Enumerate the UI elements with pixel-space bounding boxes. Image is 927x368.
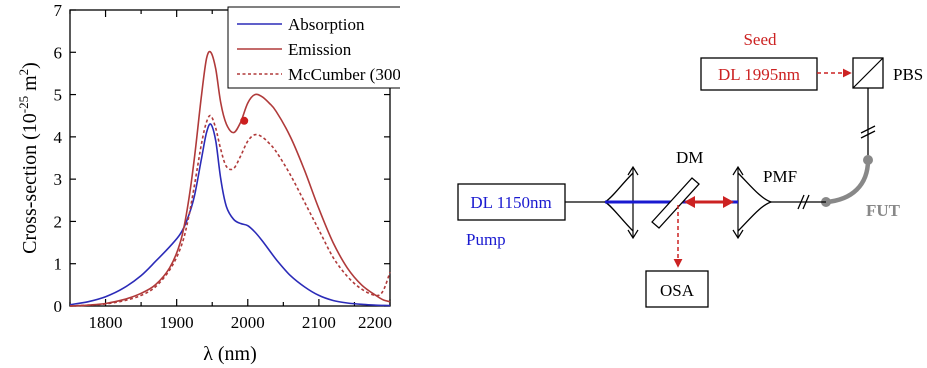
osa-label: OSA bbox=[660, 281, 695, 300]
fut-fiber bbox=[825, 159, 871, 205]
legend-label-0: Absorption bbox=[288, 15, 365, 34]
dm-label: DM bbox=[676, 148, 703, 167]
pbs-label: PBS bbox=[893, 65, 923, 84]
y-tick-label-7: 7 bbox=[54, 1, 63, 20]
experimental-setup-diagram: Seed DL 1995nm PBS FUT PMF DL 1150nm Pum… bbox=[457, 30, 923, 308]
y-tick-label-0: 0 bbox=[54, 297, 63, 316]
y-tick-label-3: 3 bbox=[54, 170, 63, 189]
dichroic-mirror bbox=[651, 177, 700, 229]
pump-laser-box bbox=[457, 183, 566, 221]
right-lens-arrow-top bbox=[732, 165, 744, 176]
series-line-absorption bbox=[69, 123, 391, 307]
y-axis-label-unit: m bbox=[19, 75, 41, 96]
y-tick-label-1: 1 bbox=[54, 255, 63, 274]
y-axis-label-close: ) bbox=[19, 62, 41, 69]
right-lens-arrow-bottom bbox=[732, 229, 744, 240]
y-tick-label-2: 2 bbox=[54, 212, 63, 231]
y-axis-label-main: Cross-section (10 bbox=[19, 113, 41, 254]
legend: Absorption Emission McCumber (300K) bbox=[227, 6, 400, 89]
series-line-mccumber-300k bbox=[69, 114, 391, 307]
y-tick-label-6: 6 bbox=[54, 43, 63, 62]
x-tick-label-1800: 1800 bbox=[89, 313, 123, 332]
legend-label-1: Emission bbox=[288, 40, 352, 59]
fut-label: FUT bbox=[866, 201, 901, 220]
y-axis-label: Cross-section (10-25 m2) bbox=[16, 62, 41, 254]
seed-laser-box bbox=[700, 57, 818, 91]
y-tick-label-5: 5 bbox=[54, 86, 63, 105]
pump-label: Pump bbox=[466, 230, 506, 249]
series-line-emission bbox=[69, 50, 391, 307]
legend-label-2: McCumber (300K) bbox=[288, 65, 400, 84]
left-lens-arrow-top bbox=[627, 165, 639, 176]
pmf-label: PMF bbox=[763, 167, 797, 186]
signal-arrowhead-right bbox=[723, 196, 734, 208]
y-axis-label-unit-exp: 2 bbox=[16, 69, 31, 76]
signal-arrowhead-left bbox=[684, 196, 695, 208]
cross-section-chart: 0 1 2 3 4 5 6 7 1800 1900 2000 2100 2200 Cross-sect… bbox=[16, 1, 400, 365]
x-axis-label: λ (nm) bbox=[203, 343, 257, 365]
legend-box bbox=[227, 6, 400, 89]
pump-laser-label: DL 1150nm bbox=[470, 193, 551, 212]
seed-label: Seed bbox=[743, 30, 777, 49]
left-lens-arrow-bottom bbox=[627, 229, 639, 240]
x-tick-label-1900: 1900 bbox=[160, 313, 194, 332]
x-tick-label-2000: 2000 bbox=[231, 313, 265, 332]
fiber-splice-mark-1 bbox=[860, 125, 876, 134]
seed-laser-label: DL 1995nm bbox=[718, 65, 800, 84]
fiber-splice-mark-2 bbox=[860, 130, 876, 139]
y-tick-label-4: 4 bbox=[54, 128, 63, 147]
osa-box bbox=[645, 270, 709, 308]
pmf-splice-mark-1 bbox=[797, 194, 805, 210]
pmf-splice-mark-2 bbox=[802, 194, 810, 210]
data-marker-point bbox=[240, 116, 249, 125]
x-tick-label-2100: 2100 bbox=[302, 313, 336, 332]
fut-splice-dot-top bbox=[863, 155, 873, 165]
y-axis-label-exp: -25 bbox=[16, 96, 31, 113]
right-coupling-lens bbox=[737, 172, 773, 232]
pbs-diagonal bbox=[852, 57, 884, 89]
x-tick-label-2200: 2200 bbox=[358, 313, 392, 332]
